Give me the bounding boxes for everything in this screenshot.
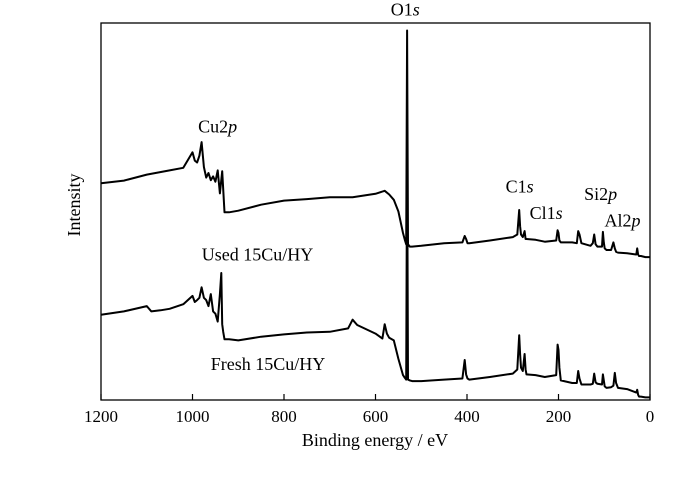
peak-annotation: Cu2p <box>198 116 237 136</box>
peak-annotation: C1s <box>506 177 534 197</box>
plot-area: 1200 1000 800 600 400 200 0 O1s Cu2p C1s Cl1s Si2p… <box>84 0 654 426</box>
x-tick-label: 200 <box>546 407 572 426</box>
x-tick-label: 1000 <box>176 407 210 426</box>
plot-frame <box>100 22 651 401</box>
peak-annotation: Si2p <box>584 184 617 204</box>
y-axis-label: Intensity <box>64 174 84 237</box>
x-axis-label: Binding energy / eV <box>302 430 448 450</box>
peak-annotation: Used 15Cu/HY <box>202 245 314 265</box>
x-tick-label: 1200 <box>84 407 118 426</box>
peak-annotation: Cl1s <box>530 203 563 223</box>
series-line-0 <box>100 29 650 259</box>
x-axis-tick-labels: 1200 1000 800 600 400 200 0 <box>84 407 654 426</box>
series-layer <box>100 29 650 399</box>
series-line-1 <box>100 136 650 399</box>
peak-annotation: Fresh 15Cu/HY <box>211 354 326 374</box>
x-tick-label: 600 <box>363 407 389 426</box>
x-axis-ticks <box>100 394 651 400</box>
peak-annotation: O1s <box>391 0 420 19</box>
peak-annotation: Al2p <box>605 211 641 231</box>
x-tick-label: 0 <box>646 407 655 426</box>
annotation-layer: O1s Cu2p C1s Cl1s Si2p Al2p Used 15Cu/HY Fresh … <box>198 0 640 374</box>
x-tick-label: 800 <box>271 407 297 426</box>
x-tick-label: 400 <box>454 407 480 426</box>
